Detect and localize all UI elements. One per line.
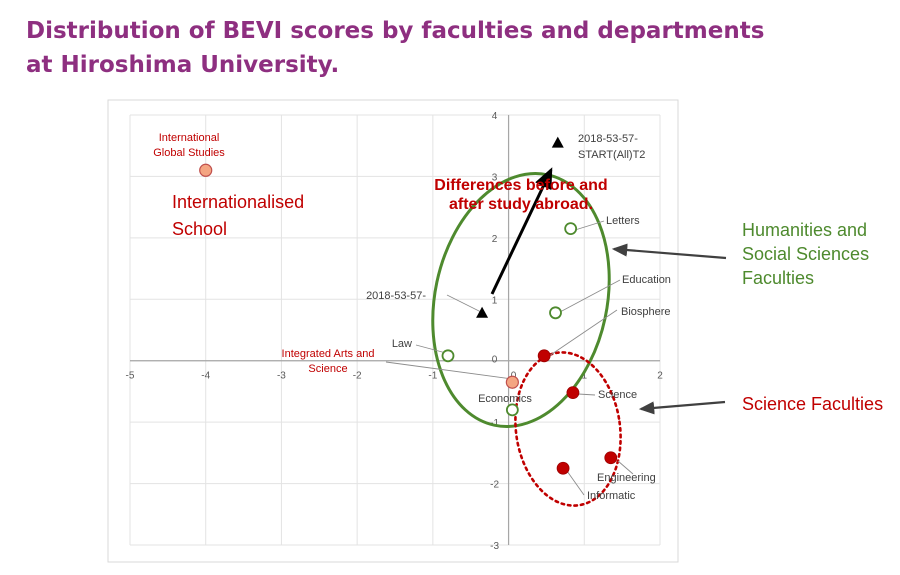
data-points — [199, 136, 618, 475]
y-tick-label: 4 — [492, 111, 498, 122]
y-tick-label: 2 — [492, 234, 498, 245]
data-point-triangle — [476, 306, 489, 318]
leader-line — [446, 294, 482, 313]
chart-border — [107, 99, 679, 563]
point-label: 2018-53-57- — [578, 133, 638, 145]
leader-line — [548, 309, 618, 357]
humanities-faculties-label: Humanities and — [742, 220, 867, 240]
y-tick-label: 0 — [492, 355, 498, 366]
x-tick-label: -2 — [353, 371, 362, 382]
point-label: Law — [392, 338, 412, 350]
point-label: Science — [308, 363, 347, 375]
x-tick-label: -4 — [201, 371, 210, 382]
y-tick-label: 1 — [492, 295, 498, 306]
science-faculties-label: Science Faculties — [742, 394, 883, 414]
data-point-red — [556, 461, 570, 475]
differences-label: Differences before and — [434, 177, 607, 194]
point-label: Science — [598, 389, 637, 401]
point-label: Global Studies — [153, 147, 225, 159]
leader-line — [566, 470, 585, 496]
point-label: Informatic — [587, 490, 636, 502]
plot-area — [107, 99, 679, 563]
x-tick-label: -1 — [428, 371, 437, 382]
arrows — [490, 167, 727, 415]
point-label: Economics — [478, 393, 532, 405]
data-point-open-circle — [505, 403, 519, 417]
internationalised-label: Internationalised — [172, 192, 304, 212]
x-tick-label: -5 — [126, 371, 135, 382]
point-label: 2018-53-57- — [366, 290, 426, 302]
point-label: Engineering — [597, 472, 656, 484]
data-point-open-circle — [549, 306, 562, 320]
y-tick-label: -3 — [490, 541, 499, 552]
data-point-open-circle — [564, 222, 578, 236]
y-tick-label: 3 — [492, 172, 498, 183]
x-tick-label: 2 — [657, 371, 663, 382]
point-labels: International Global Studies Integrated Ar… — [153, 132, 671, 502]
x-tick-label: -3 — [277, 371, 286, 382]
data-point-orange — [199, 163, 213, 177]
y-tick-label: -2 — [490, 480, 499, 491]
data-point-triangle — [551, 136, 564, 148]
leader-line — [415, 344, 447, 354]
humanities-pointer-arrow — [611, 243, 727, 260]
point-label: Biosphere — [621, 306, 671, 318]
difference-arrow — [490, 167, 553, 295]
point-label: START(All)T2 — [578, 149, 645, 161]
y-tick-label: -1 — [490, 418, 499, 429]
internationalised-label: School — [172, 219, 227, 239]
data-point-red — [604, 451, 618, 465]
point-label: Letters — [606, 215, 640, 227]
leader-line — [574, 220, 605, 231]
annotations: Internationalised School Differences befor… — [172, 177, 883, 414]
leader-line — [617, 460, 634, 475]
chart-title-line-1: Distribution of BEVI scores by faculties… — [26, 18, 765, 44]
leader-line — [559, 279, 621, 313]
science-pointer-arrow — [638, 400, 726, 415]
humanities-faculties-label: Faculties — [742, 268, 814, 288]
x-tick-label: 1 — [582, 371, 588, 382]
differences-label: after study abroad. — [449, 196, 593, 213]
leader-line — [385, 361, 513, 380]
leader-lines — [385, 220, 634, 496]
point-label: Education — [622, 274, 671, 286]
leader-line — [577, 393, 596, 396]
chart-title-line-2: at Hiroshima University. — [26, 52, 340, 78]
science-ellipse — [514, 351, 622, 507]
data-point-open-circle — [441, 349, 455, 363]
data-point-red — [566, 386, 580, 400]
point-label: Integrated Arts and — [282, 348, 375, 360]
humanities-faculties-label: Social Sciences — [742, 244, 869, 264]
data-point-red — [537, 349, 551, 363]
point-label: International — [159, 132, 220, 144]
data-point-orange — [505, 375, 519, 389]
